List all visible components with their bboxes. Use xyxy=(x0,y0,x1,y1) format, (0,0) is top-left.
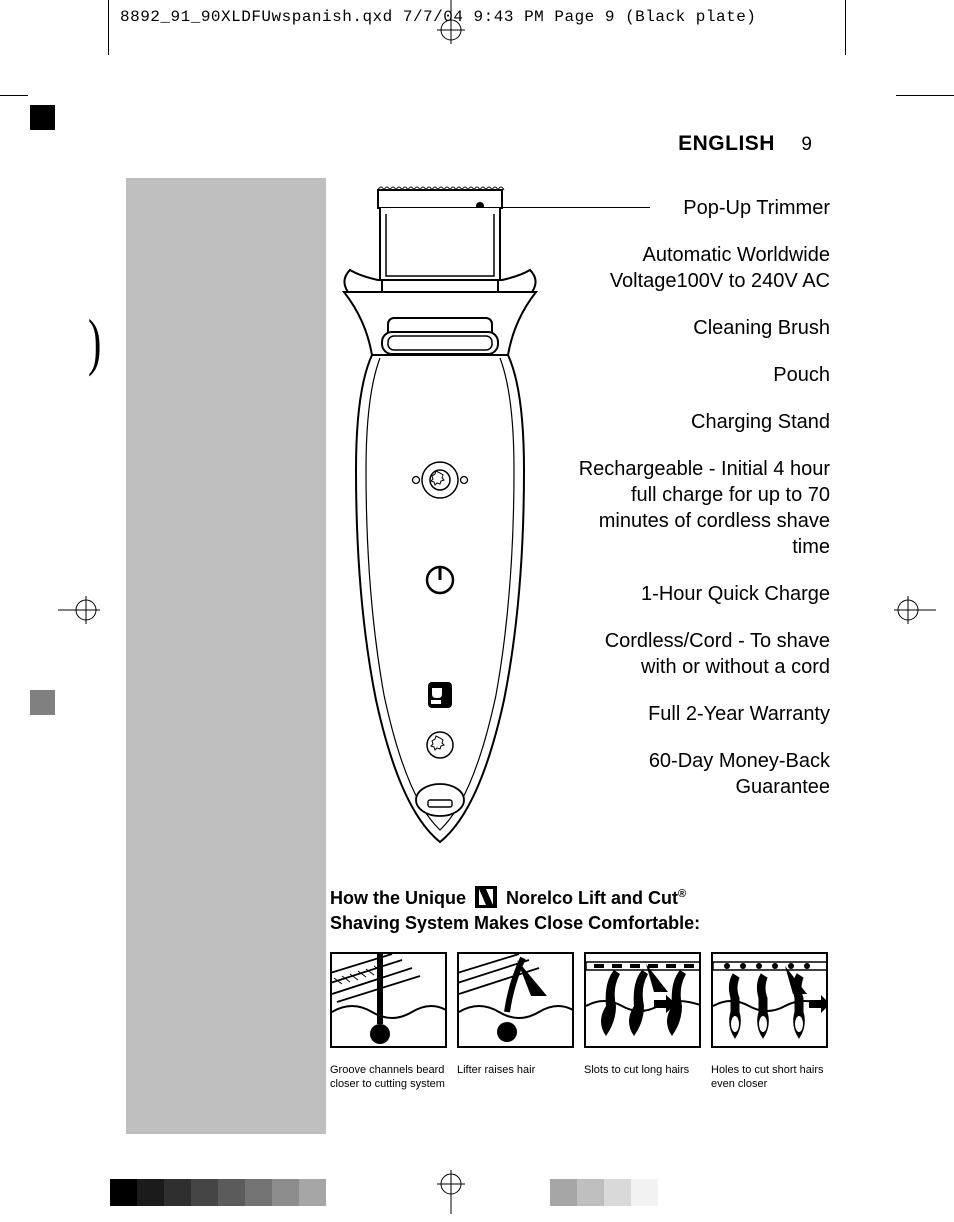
registration-mark xyxy=(894,596,936,624)
cut-caption: Lifter raises hair xyxy=(457,1064,574,1078)
cut-caption: Groove channels beard closer to cutting … xyxy=(330,1064,447,1092)
color-bar-gray xyxy=(30,690,55,715)
cut-diagram-3 xyxy=(584,952,701,1048)
crop-mark xyxy=(108,0,109,55)
crop-mark xyxy=(845,0,846,55)
feature-item: Cleaning Brush xyxy=(570,315,830,341)
registration-mark xyxy=(437,0,465,55)
cut-cell: Holes to cut short hairs even closer xyxy=(711,952,828,1092)
color-bar-black xyxy=(30,105,55,130)
cut-diagram-2 xyxy=(457,952,574,1048)
section-heading: How the Unique Norelco Lift and Cut® Sha… xyxy=(330,886,830,936)
feature-item: 1-Hour Quick Charge xyxy=(570,581,830,607)
cut-cell: Slots to cut long hairs xyxy=(584,952,701,1092)
cut-diagram-4 xyxy=(711,952,828,1048)
heading-pre: How the Unique xyxy=(330,888,466,908)
cut-cell: Lifter raises hair xyxy=(457,952,574,1092)
cut-diagram-1 xyxy=(330,952,447,1048)
crop-mark xyxy=(896,95,954,96)
grayscale-bar-dark xyxy=(110,1179,326,1206)
cut-cell: Groove channels beard closer to cutting … xyxy=(330,952,447,1092)
feature-item: Full 2-Year Warranty xyxy=(570,701,830,727)
registration-mark xyxy=(58,596,100,624)
feature-item: 60-Day Money-Back Guarantee xyxy=(570,748,830,800)
shaver-illustration xyxy=(320,180,560,860)
feature-item: Rechargeable - Initial 4 hour full charg… xyxy=(570,456,830,560)
cut-caption: Slots to cut long hairs xyxy=(584,1064,701,1078)
heading-post: Norelco Lift and Cut xyxy=(506,888,678,908)
cut-diagram-row: Groove channels beard closer to cutting … xyxy=(330,952,828,1092)
page-number: 9 xyxy=(801,134,812,155)
feature-item: Charging Stand xyxy=(570,409,830,435)
registration-mark xyxy=(437,1159,465,1214)
language-label: ENGLISH xyxy=(678,132,775,155)
feature-list: Pop-Up Trimmer Automatic Worldwide Volta… xyxy=(570,195,830,821)
feature-item: Pop-Up Trimmer xyxy=(570,195,830,221)
sidebar-band xyxy=(126,178,326,1134)
heading-line2: Shaving System Makes Close Comfortable: xyxy=(330,913,700,933)
crop-mark xyxy=(0,95,28,96)
registered-mark: ® xyxy=(678,888,686,900)
grayscale-bar-light xyxy=(550,1179,658,1206)
feature-item: Pouch xyxy=(570,362,830,388)
fold-mark: ) xyxy=(88,304,101,379)
lift-cut-icon xyxy=(475,886,497,908)
cut-caption: Holes to cut short hairs even closer xyxy=(711,1064,828,1092)
page-header: ENGLISH 9 xyxy=(678,132,812,156)
feature-item: Automatic Worldwide Voltage100V to 240V … xyxy=(570,242,830,294)
feature-item: Cordless/Cord - To shave with or without… xyxy=(570,628,830,680)
